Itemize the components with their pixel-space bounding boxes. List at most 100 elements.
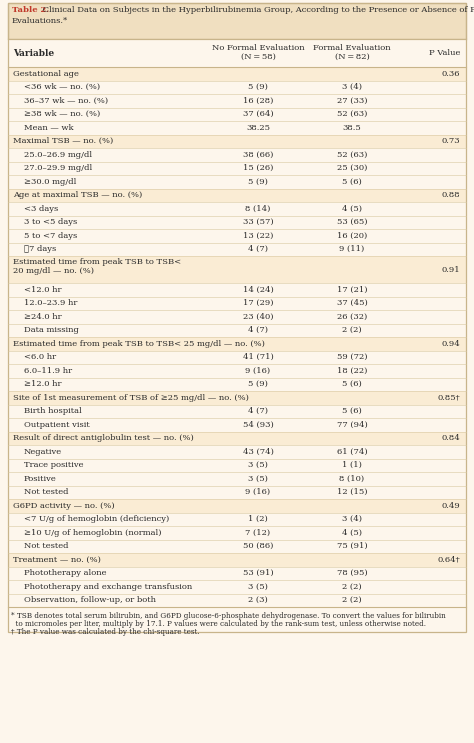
Text: 2 (2): 2 (2) <box>342 583 362 591</box>
Text: 37 (64): 37 (64) <box>243 110 273 118</box>
Text: 9 (11): 9 (11) <box>339 245 365 253</box>
Text: 4 (5): 4 (5) <box>342 205 362 212</box>
Text: P Value: P Value <box>428 49 460 57</box>
Text: 54 (93): 54 (93) <box>243 421 273 429</box>
Text: 3 (5): 3 (5) <box>248 475 268 483</box>
Text: Formal Evaluation: Formal Evaluation <box>313 44 391 52</box>
Text: Phototherapy and exchange transfusion: Phototherapy and exchange transfusion <box>24 583 192 591</box>
Bar <box>8 323 466 337</box>
Bar <box>8 3 466 632</box>
Text: 78 (95): 78 (95) <box>337 569 367 577</box>
Text: 27 (33): 27 (33) <box>337 97 367 105</box>
Text: Phototherapy alone: Phototherapy alone <box>24 569 107 577</box>
Bar <box>8 445 466 458</box>
Text: 3 (5): 3 (5) <box>248 461 268 470</box>
Text: 52 (63): 52 (63) <box>337 110 367 118</box>
Text: Not tested: Not tested <box>24 488 69 496</box>
Text: Trace positive: Trace positive <box>24 461 83 470</box>
Text: Not tested: Not tested <box>24 542 69 551</box>
Text: 38 (66): 38 (66) <box>243 151 273 159</box>
Bar <box>8 553 466 566</box>
Text: 1 (1): 1 (1) <box>342 461 362 470</box>
Bar <box>8 337 466 351</box>
Text: No Formal Evaluation: No Formal Evaluation <box>212 44 304 52</box>
Text: 53 (91): 53 (91) <box>243 569 273 577</box>
Text: Maximal TSB — no. (%): Maximal TSB — no. (%) <box>13 137 113 145</box>
Text: Treatment — no. (%): Treatment — no. (%) <box>13 556 101 564</box>
Text: 53 (65): 53 (65) <box>337 218 367 227</box>
Text: G6PD activity — no. (%): G6PD activity — no. (%) <box>13 502 115 510</box>
Text: 38.25: 38.25 <box>246 124 270 132</box>
Bar <box>8 283 466 296</box>
Text: 0.91: 0.91 <box>441 265 460 273</box>
Text: 5 (9): 5 (9) <box>248 178 268 186</box>
Text: 9 (16): 9 (16) <box>246 488 271 496</box>
Text: 4 (7): 4 (7) <box>248 326 268 334</box>
Text: 14 (24): 14 (24) <box>243 286 273 293</box>
Text: 36–37 wk — no. (%): 36–37 wk — no. (%) <box>24 97 108 105</box>
Text: Variable: Variable <box>13 48 54 57</box>
Text: 27.0–29.9 mg/dl: 27.0–29.9 mg/dl <box>24 164 92 172</box>
Bar <box>8 364 466 377</box>
Text: Table 2.: Table 2. <box>12 6 49 14</box>
Text: Data missing: Data missing <box>24 326 79 334</box>
Text: 5 to <7 days: 5 to <7 days <box>24 232 77 240</box>
Text: ≧7 days: ≧7 days <box>24 245 56 253</box>
Bar <box>8 418 466 432</box>
Text: 25 (30): 25 (30) <box>337 164 367 172</box>
Bar <box>8 499 466 513</box>
Text: 43 (74): 43 (74) <box>243 448 273 455</box>
Text: 0.88: 0.88 <box>441 191 460 199</box>
Bar <box>8 202 466 215</box>
Text: 16 (20): 16 (20) <box>337 232 367 240</box>
Bar <box>8 175 466 189</box>
Text: ≥24.0 hr: ≥24.0 hr <box>24 313 62 321</box>
Bar <box>8 3 466 39</box>
Text: 9 (16): 9 (16) <box>246 367 271 374</box>
Text: 26 (32): 26 (32) <box>337 313 367 321</box>
Text: * TSB denotes total serum bilirubin, and G6PD glucose-6-phosphate dehydrogenase.: * TSB denotes total serum bilirubin, and… <box>11 612 446 620</box>
Bar <box>8 67 466 80</box>
Text: to micromoles per liter, multiply by 17.1. P values were calculated by the rank-: to micromoles per liter, multiply by 17.… <box>11 620 426 628</box>
Bar <box>8 566 466 580</box>
Bar <box>8 485 466 499</box>
Bar <box>8 513 466 526</box>
Bar <box>8 242 466 256</box>
Text: 18 (22): 18 (22) <box>337 367 367 374</box>
Text: 2 (2): 2 (2) <box>342 596 362 604</box>
Text: 41 (71): 41 (71) <box>243 353 273 361</box>
Bar <box>8 580 466 594</box>
Text: 23 (40): 23 (40) <box>243 313 273 321</box>
Text: 77 (94): 77 (94) <box>337 421 367 429</box>
Bar <box>8 80 466 94</box>
Text: 20 mg/dl — no. (%): 20 mg/dl — no. (%) <box>13 267 94 275</box>
Text: 3 to <5 days: 3 to <5 days <box>24 218 77 227</box>
Bar <box>8 229 466 242</box>
Bar <box>8 39 466 67</box>
Text: 0.84: 0.84 <box>441 434 460 442</box>
Text: 4 (5): 4 (5) <box>342 529 362 536</box>
Text: Evaluations.*: Evaluations.* <box>12 17 68 25</box>
Bar <box>8 161 466 175</box>
Text: 25.0–26.9 mg/dl: 25.0–26.9 mg/dl <box>24 151 92 159</box>
Text: 5 (9): 5 (9) <box>248 83 268 91</box>
Bar <box>8 296 466 310</box>
Text: 75 (91): 75 (91) <box>337 542 367 551</box>
Text: <3 days: <3 days <box>24 205 58 212</box>
Text: Age at maximal TSB — no. (%): Age at maximal TSB — no. (%) <box>13 191 142 199</box>
Text: 61 (74): 61 (74) <box>337 448 367 455</box>
Bar <box>8 526 466 539</box>
Bar <box>8 121 466 134</box>
Text: 0.73: 0.73 <box>441 137 460 145</box>
Bar <box>8 391 466 404</box>
Text: 5 (6): 5 (6) <box>342 380 362 389</box>
Text: <36 wk — no. (%): <36 wk — no. (%) <box>24 83 100 91</box>
Text: <7 U/g of hemoglobin (deficiency): <7 U/g of hemoglobin (deficiency) <box>24 515 169 523</box>
Text: 0.85†: 0.85† <box>437 394 460 402</box>
Text: 0.64†: 0.64† <box>437 556 460 564</box>
Text: 0.49: 0.49 <box>441 502 460 510</box>
Text: † The P value was calculated by the chi-square test.: † The P value was calculated by the chi-… <box>11 628 200 636</box>
Text: 6.0–11.9 hr: 6.0–11.9 hr <box>24 367 72 374</box>
Bar <box>8 215 466 229</box>
Bar <box>8 351 466 364</box>
